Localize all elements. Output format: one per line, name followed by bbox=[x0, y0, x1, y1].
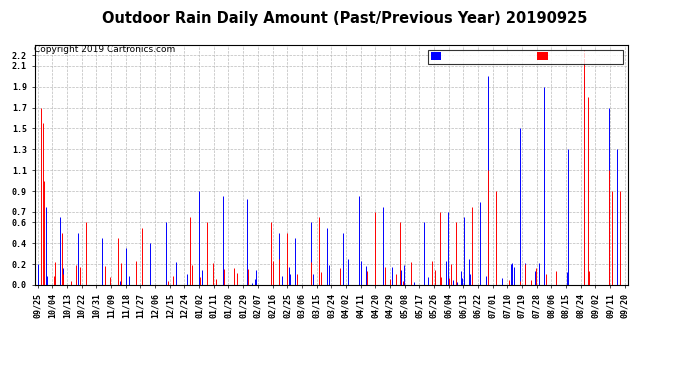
Text: Copyright 2019 Cartronics.com: Copyright 2019 Cartronics.com bbox=[34, 45, 176, 54]
Text: Outdoor Rain Daily Amount (Past/Previous Year) 20190925: Outdoor Rain Daily Amount (Past/Previous… bbox=[102, 11, 588, 26]
Legend: Previous (Inches), Past (Inches): Previous (Inches), Past (Inches) bbox=[428, 50, 623, 64]
